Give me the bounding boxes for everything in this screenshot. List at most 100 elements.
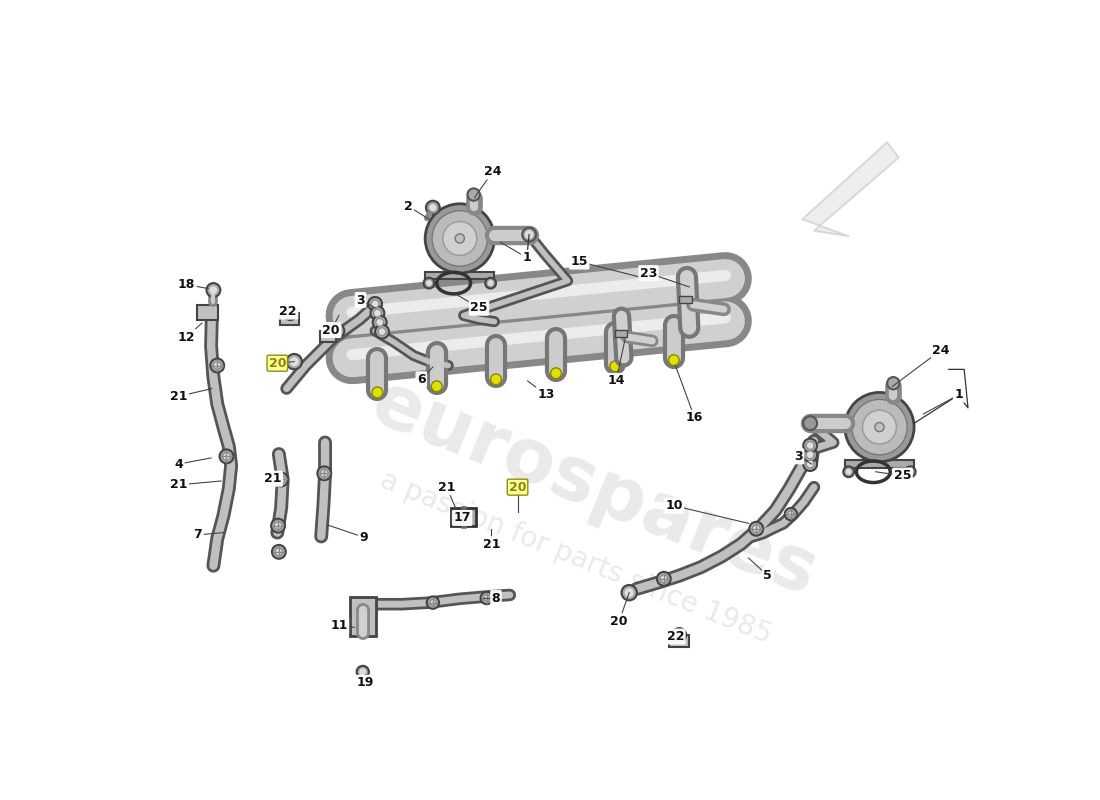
Circle shape [443, 222, 476, 255]
Text: 21: 21 [170, 390, 187, 403]
Text: a passion for parts since 1985: a passion for parts since 1985 [375, 466, 776, 650]
Circle shape [274, 473, 288, 486]
Text: 1: 1 [522, 251, 531, 264]
Text: 2: 2 [404, 200, 412, 213]
Circle shape [806, 442, 814, 450]
Circle shape [803, 448, 817, 462]
Circle shape [220, 450, 233, 463]
Circle shape [424, 278, 434, 289]
Circle shape [222, 453, 230, 460]
Circle shape [551, 368, 561, 378]
Circle shape [784, 508, 798, 520]
Circle shape [484, 595, 490, 601]
Circle shape [317, 466, 331, 480]
Circle shape [371, 306, 384, 320]
Circle shape [862, 410, 896, 444]
Circle shape [213, 362, 221, 370]
Text: 9: 9 [360, 530, 367, 544]
Circle shape [372, 300, 378, 308]
Text: 20: 20 [322, 323, 340, 337]
Circle shape [669, 354, 680, 366]
FancyBboxPatch shape [425, 271, 495, 279]
Text: 7: 7 [194, 529, 202, 542]
Circle shape [430, 599, 436, 606]
Circle shape [427, 281, 431, 286]
Polygon shape [803, 142, 899, 236]
Text: 22: 22 [279, 305, 297, 318]
Text: 3: 3 [794, 450, 803, 463]
Circle shape [284, 306, 297, 320]
Circle shape [660, 575, 668, 582]
Text: 23: 23 [640, 266, 657, 280]
Text: 21: 21 [264, 472, 282, 485]
Text: 19: 19 [356, 676, 374, 690]
Circle shape [277, 476, 285, 483]
Circle shape [356, 666, 369, 678]
Text: 21: 21 [438, 481, 455, 494]
Circle shape [625, 589, 634, 597]
Circle shape [272, 518, 285, 533]
FancyBboxPatch shape [615, 330, 627, 337]
Circle shape [376, 318, 384, 326]
FancyBboxPatch shape [350, 598, 376, 636]
Text: 24: 24 [484, 165, 502, 178]
Circle shape [752, 525, 760, 533]
Text: 1: 1 [955, 388, 964, 402]
Text: 3: 3 [356, 294, 365, 306]
Circle shape [373, 315, 387, 330]
Circle shape [427, 597, 439, 609]
Circle shape [522, 228, 536, 242]
Circle shape [378, 328, 386, 335]
Circle shape [210, 287, 217, 293]
Text: 20: 20 [268, 357, 286, 370]
Text: 25: 25 [471, 302, 487, 314]
Circle shape [609, 361, 620, 372]
Text: 14: 14 [607, 374, 625, 387]
Text: 13: 13 [538, 388, 554, 402]
Text: 6: 6 [417, 373, 426, 386]
Text: 21: 21 [170, 478, 187, 491]
Circle shape [888, 377, 900, 390]
Circle shape [468, 188, 480, 201]
Text: 17: 17 [453, 511, 471, 525]
Circle shape [431, 381, 442, 392]
Circle shape [526, 230, 534, 238]
Circle shape [874, 422, 884, 432]
Text: 11: 11 [330, 619, 348, 632]
Text: 15: 15 [571, 255, 587, 268]
Circle shape [845, 393, 914, 462]
Circle shape [360, 669, 366, 675]
Circle shape [290, 358, 298, 366]
Circle shape [908, 470, 913, 474]
Circle shape [368, 297, 382, 311]
Circle shape [491, 374, 502, 385]
Circle shape [905, 466, 915, 477]
Circle shape [207, 283, 220, 297]
Text: 4: 4 [175, 458, 183, 470]
Circle shape [485, 278, 496, 289]
FancyBboxPatch shape [280, 313, 299, 326]
Circle shape [455, 234, 464, 243]
FancyBboxPatch shape [679, 296, 692, 302]
Circle shape [672, 628, 686, 642]
Circle shape [372, 387, 383, 398]
Circle shape [430, 205, 436, 210]
Text: 25: 25 [894, 469, 911, 482]
Circle shape [806, 451, 814, 458]
FancyBboxPatch shape [197, 305, 218, 320]
Circle shape [803, 457, 817, 471]
Circle shape [286, 354, 301, 370]
Circle shape [210, 358, 224, 373]
Circle shape [657, 572, 671, 586]
Circle shape [329, 323, 344, 338]
Circle shape [846, 470, 851, 474]
FancyBboxPatch shape [320, 331, 336, 342]
Circle shape [272, 545, 286, 558]
Circle shape [788, 511, 794, 517]
Text: 21: 21 [483, 538, 500, 550]
Text: eurospares: eurospares [361, 366, 828, 611]
Circle shape [621, 585, 637, 600]
Circle shape [432, 210, 487, 266]
FancyBboxPatch shape [845, 460, 914, 468]
Circle shape [481, 592, 493, 604]
